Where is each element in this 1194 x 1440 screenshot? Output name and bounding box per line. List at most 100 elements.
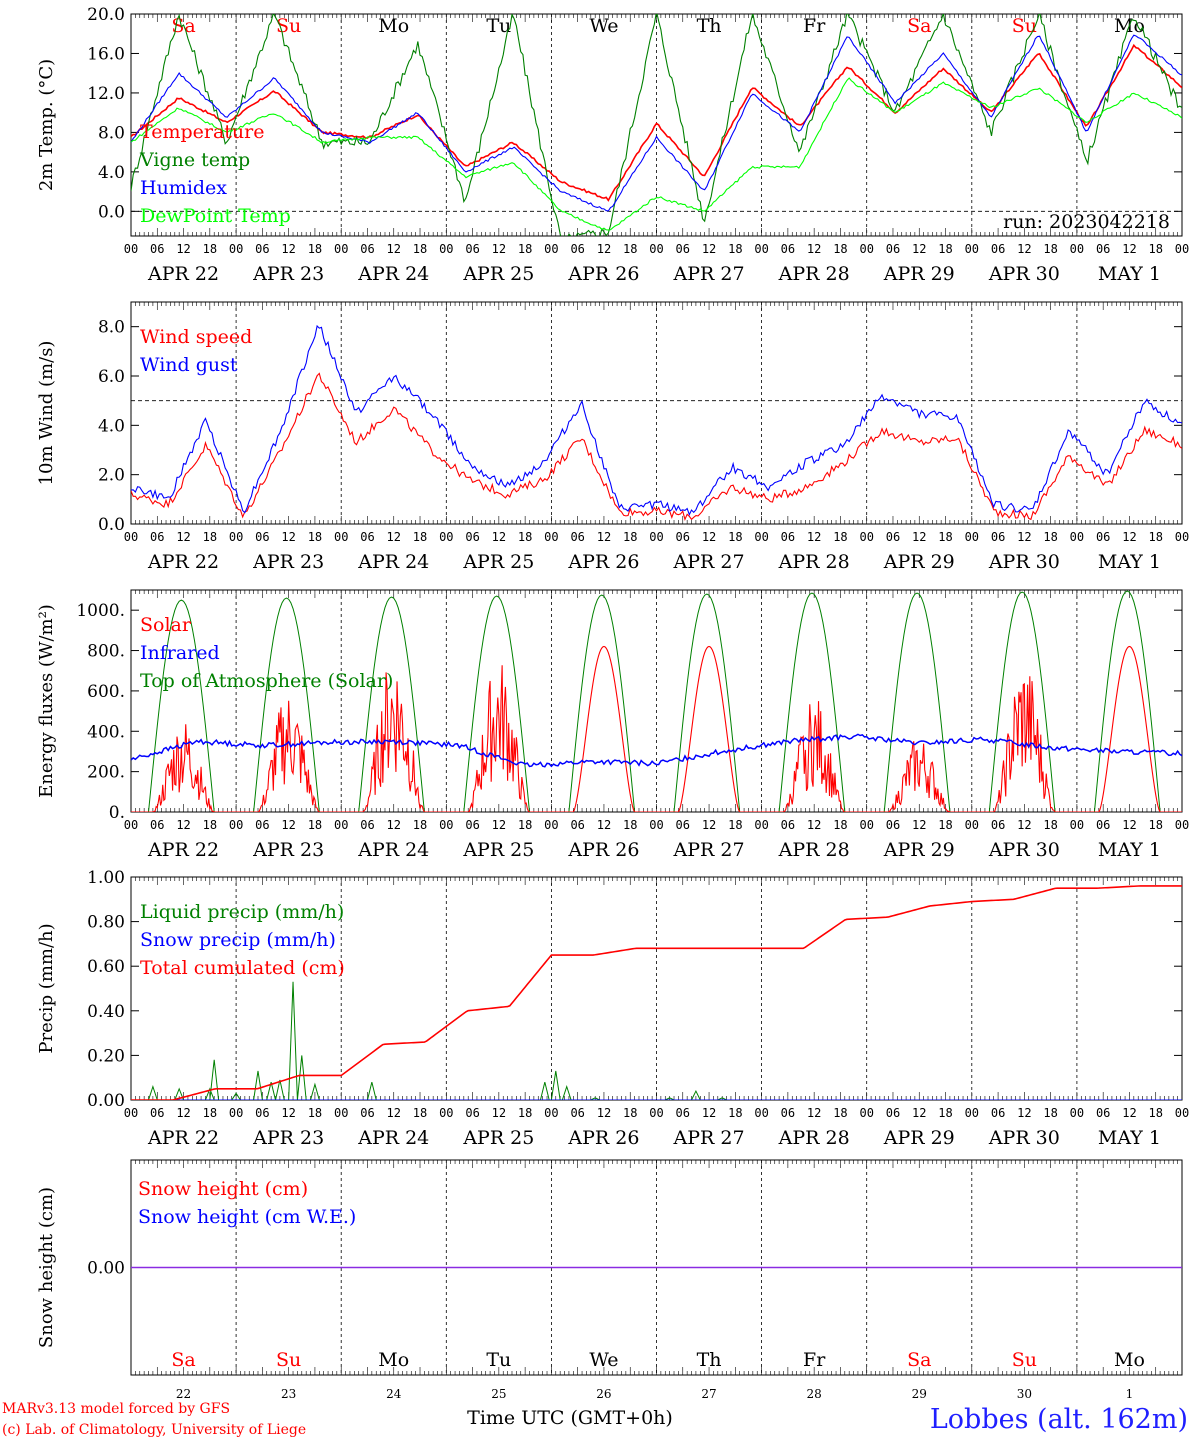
hour-tick-label: 18 [1148, 530, 1162, 544]
date-label: APR 24 [357, 551, 429, 573]
date-label: APR 29 [883, 551, 955, 573]
date-label: APR 27 [673, 839, 745, 861]
date-label: APR 29 [883, 263, 955, 285]
credit-line-2: (c) Lab. of Climatology, University of L… [2, 1422, 306, 1438]
hour-tick-label: 00 [649, 818, 663, 832]
hour-tick-label: 12 [281, 1106, 295, 1120]
date-label: APR 27 [673, 551, 745, 573]
hour-tick-label: 18 [518, 818, 532, 832]
hour-tick-label: 06 [255, 530, 269, 544]
series-line-1 [131, 43, 1182, 202]
weekday-label: Fr [803, 1349, 826, 1371]
weekday-label: Sa [907, 15, 931, 37]
weekday-label: Fr [803, 15, 826, 37]
date-label: APR 27 [673, 263, 745, 285]
hour-tick-label: 00 [229, 818, 243, 832]
hour-tick-label: 00 [649, 242, 663, 256]
plot-area [131, 590, 1182, 812]
hour-tick-label: 12 [492, 1106, 506, 1120]
hour-tick-label: 12 [176, 1106, 190, 1120]
legend-entry: Snow height (cm) [138, 1178, 308, 1200]
hour-tick-label: 06 [360, 242, 374, 256]
date-label: APR 25 [462, 263, 534, 285]
hour-tick-label: 06 [676, 818, 690, 832]
hour-tick-label: 18 [308, 530, 322, 544]
date-label: APR 23 [252, 1127, 324, 1149]
y-tick-label: 0. [109, 803, 125, 823]
weekday-label: Su [276, 1349, 301, 1371]
hour-tick-label: 06 [150, 242, 164, 256]
weekday-label: Tu [486, 15, 511, 37]
hour-tick-label: 12 [176, 530, 190, 544]
date-label: MAY 1 [1098, 263, 1161, 285]
hour-tick-label: 06 [886, 530, 900, 544]
hour-tick-label: 18 [413, 818, 427, 832]
hour-tick-label: 00 [859, 530, 873, 544]
y-tick-label: 0.60 [87, 957, 125, 977]
y-tick-label: 0.40 [87, 1002, 125, 1022]
hour-tick-label: 18 [1043, 530, 1057, 544]
hour-tick-label: 00 [229, 530, 243, 544]
series-line-total-cumulated [131, 885, 1182, 1100]
date-label: APR 30 [988, 839, 1060, 861]
hour-tick-label: 18 [623, 530, 637, 544]
y-tick-label: 2.0 [98, 466, 125, 486]
x-ticks [130, 590, 1183, 812]
day-number-label: 24 [386, 1387, 402, 1401]
hour-tick-label: 12 [702, 818, 716, 832]
series-line-toa [131, 590, 1182, 812]
hour-tick-label: 00 [754, 1106, 768, 1120]
y-tick-label: 0.0 [98, 202, 125, 222]
hour-tick-label: 12 [597, 530, 611, 544]
hour-tick-label: 18 [413, 242, 427, 256]
y-tick-label: 400. [87, 722, 125, 742]
y-axis-label: Energy fluxes (W/m²) [36, 604, 57, 798]
hour-tick-label: 06 [1096, 242, 1110, 256]
hour-tick-label: 00 [334, 1106, 348, 1120]
hour-tick-label: 00 [754, 818, 768, 832]
panels: 20.016.012.08.04.00.02m Temp. (°C)00 06 12… [36, 5, 1189, 1401]
hour-tick-label: 18 [938, 530, 952, 544]
hour-tick-label: 12 [807, 530, 821, 544]
hour-tick-label: 00 [965, 530, 979, 544]
hour-tick-label: 12 [1122, 530, 1136, 544]
hour-tick-label: 18 [203, 242, 217, 256]
date-label: APR 28 [778, 839, 850, 861]
hour-tick-label: 06 [255, 242, 269, 256]
hour-tick-label: 12 [1122, 818, 1136, 832]
legend-entry: Total cumulated (cm) [140, 957, 345, 979]
hour-tick-label: 00 [1070, 530, 1084, 544]
hour-tick-label: 06 [781, 1106, 795, 1120]
hour-tick-label: 12 [597, 1106, 611, 1120]
hour-tick-label: 00 [229, 1106, 243, 1120]
hour-tick-label: 00 [1070, 242, 1084, 256]
series-line-infrared [131, 733, 1182, 768]
series-line-1 [131, 372, 1182, 522]
plot-area [131, 885, 1182, 1100]
hour-tick-label: 00 [965, 818, 979, 832]
hour-tick-label: 06 [991, 530, 1005, 544]
date-label: APR 23 [252, 839, 324, 861]
hour-tick-label: 18 [308, 1106, 322, 1120]
hour-tick-label: 18 [203, 1106, 217, 1120]
y-tick-label: 0.00 [87, 1091, 125, 1111]
hour-tick-label: 12 [702, 530, 716, 544]
y-tick-label: 6.0 [98, 367, 125, 387]
panel-5: 0.00 Snow height (cm) 22 23 24 25 26 27 28 29 30 1 S… [36, 1159, 1183, 1401]
y-tick-label: 600. [87, 682, 125, 702]
x-ticks [130, 1160, 1183, 1375]
hour-tick-label: 12 [281, 818, 295, 832]
hour-tick-label: 06 [570, 242, 584, 256]
date-label: APR 23 [252, 551, 324, 573]
hour-tick-label: 18 [1043, 818, 1057, 832]
date-label: APR 23 [252, 263, 324, 285]
hour-tick-label: 18 [308, 242, 322, 256]
hour-tick-label: 06 [570, 1106, 584, 1120]
hour-tick-label: 12 [492, 530, 506, 544]
series-line-4 [131, 77, 1182, 231]
weekday-label: Sa [907, 1349, 931, 1371]
panel-1: 20.0 16.0 12.0 8.0 4.0 0.0 2m Temp. (°C) 00 06 12… [36, 5, 1189, 285]
y-tick-label: 4.0 [98, 163, 125, 183]
weekday-label: Tu [486, 1349, 511, 1371]
y-tick-label: 200. [87, 763, 125, 783]
